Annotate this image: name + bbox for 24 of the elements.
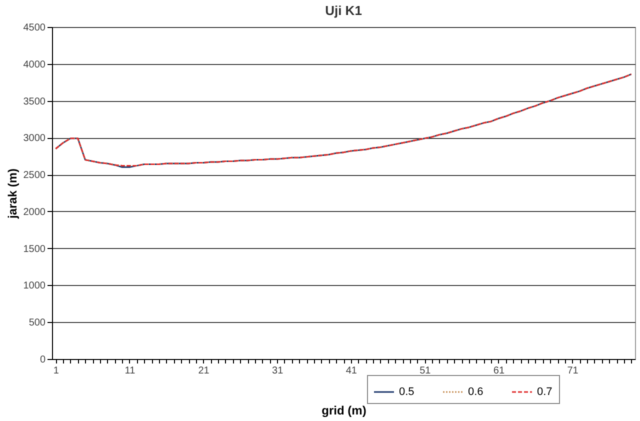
y-tick-label: 4500 <box>23 22 46 34</box>
chart-title: Uji K1 <box>325 3 362 18</box>
x-tick-label: 51 <box>420 366 432 376</box>
x-tick-label: 41 <box>346 366 358 376</box>
legend-label: 0.6 <box>468 386 484 398</box>
x-tick-label: 1 <box>53 366 60 376</box>
y-axis-title: jarak (m) <box>5 168 20 220</box>
x-tick-label: 61 <box>493 366 505 376</box>
legend-label: 0.7 <box>537 386 552 398</box>
x-tick-label: 21 <box>198 366 210 376</box>
y-tick-label: 4000 <box>23 59 46 70</box>
y-tick-label: 2500 <box>23 170 46 182</box>
y-tick-label: 1500 <box>23 244 46 255</box>
y-tick-label: 3500 <box>23 96 46 108</box>
x-tick-label: 31 <box>272 366 284 376</box>
y-tick-label: 500 <box>28 318 46 329</box>
y-tick-label: 1000 <box>23 280 46 292</box>
y-tick-label: 3000 <box>23 133 46 144</box>
x-axis-title: grid (m) <box>322 404 366 418</box>
x-tick-label: 11 <box>124 366 136 376</box>
x-tick-label: 71 <box>567 366 579 376</box>
legend-label: 0.5 <box>399 386 414 398</box>
y-tick-label: 2000 <box>23 206 46 218</box>
y-tick-label: 0 <box>40 354 46 366</box>
